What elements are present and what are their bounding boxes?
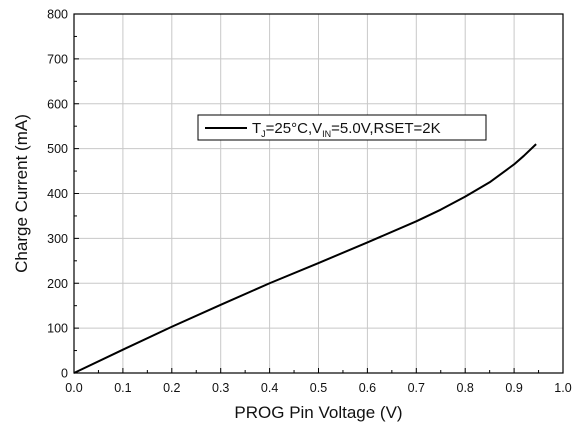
x-tick-label: 0.3	[212, 381, 229, 395]
x-tick-label: 0.0	[65, 381, 82, 395]
series-layer	[73, 143, 537, 374]
legend: TJ=25°C,VIN=5.0V,RSET=2K	[197, 114, 487, 141]
x-tick-label: 0.2	[163, 381, 180, 395]
y-tick-label: 800	[47, 8, 68, 22]
legend-t-subscript: J	[261, 129, 266, 139]
y-tick-label: 500	[47, 142, 68, 156]
series-line	[73, 143, 537, 374]
axis-ticks	[73, 13, 564, 374]
x-tick-label: 0.9	[505, 381, 522, 395]
y-tick-label: 300	[47, 232, 68, 246]
x-tick-label: 0.1	[114, 381, 131, 395]
legend-v-subscript: IN	[322, 129, 331, 139]
y-tick-label: 400	[47, 187, 68, 201]
legend-label: TJ=25°C,VIN=5.0V,RSET=2K	[252, 120, 441, 139]
y-axis-title: Charge Current (mA)	[12, 114, 31, 273]
x-tick-label: 0.8	[457, 381, 474, 395]
legend-t: T	[252, 120, 261, 137]
x-tick-labels: 0.0 0.1 0.2 0.3 0.4 0.5 0.6 0.7 0.8 0.9 1.0	[65, 381, 571, 395]
y-tick-labels: 0 100 200 300 400 500 600 700 800	[47, 8, 68, 381]
x-tick-label: 1.0	[554, 381, 571, 395]
y-tick-label: 0	[61, 367, 68, 381]
x-tick-label: 0.5	[310, 381, 327, 395]
x-axis-title: PROG Pin Voltage (V)	[234, 403, 402, 422]
y-tick-label: 700	[47, 52, 68, 66]
y-tick-label: 200	[47, 277, 68, 291]
x-tick-label: 0.6	[359, 381, 376, 395]
legend-t-rest: =25°C,V	[266, 120, 322, 137]
x-tick-label: 0.7	[408, 381, 425, 395]
y-tick-label: 600	[47, 97, 68, 111]
legend-v-rest: =5.0V,RSET=2K	[331, 120, 441, 137]
x-tick-label: 0.4	[261, 381, 278, 395]
grid-lines	[73, 13, 564, 374]
y-tick-label: 100	[47, 322, 68, 336]
